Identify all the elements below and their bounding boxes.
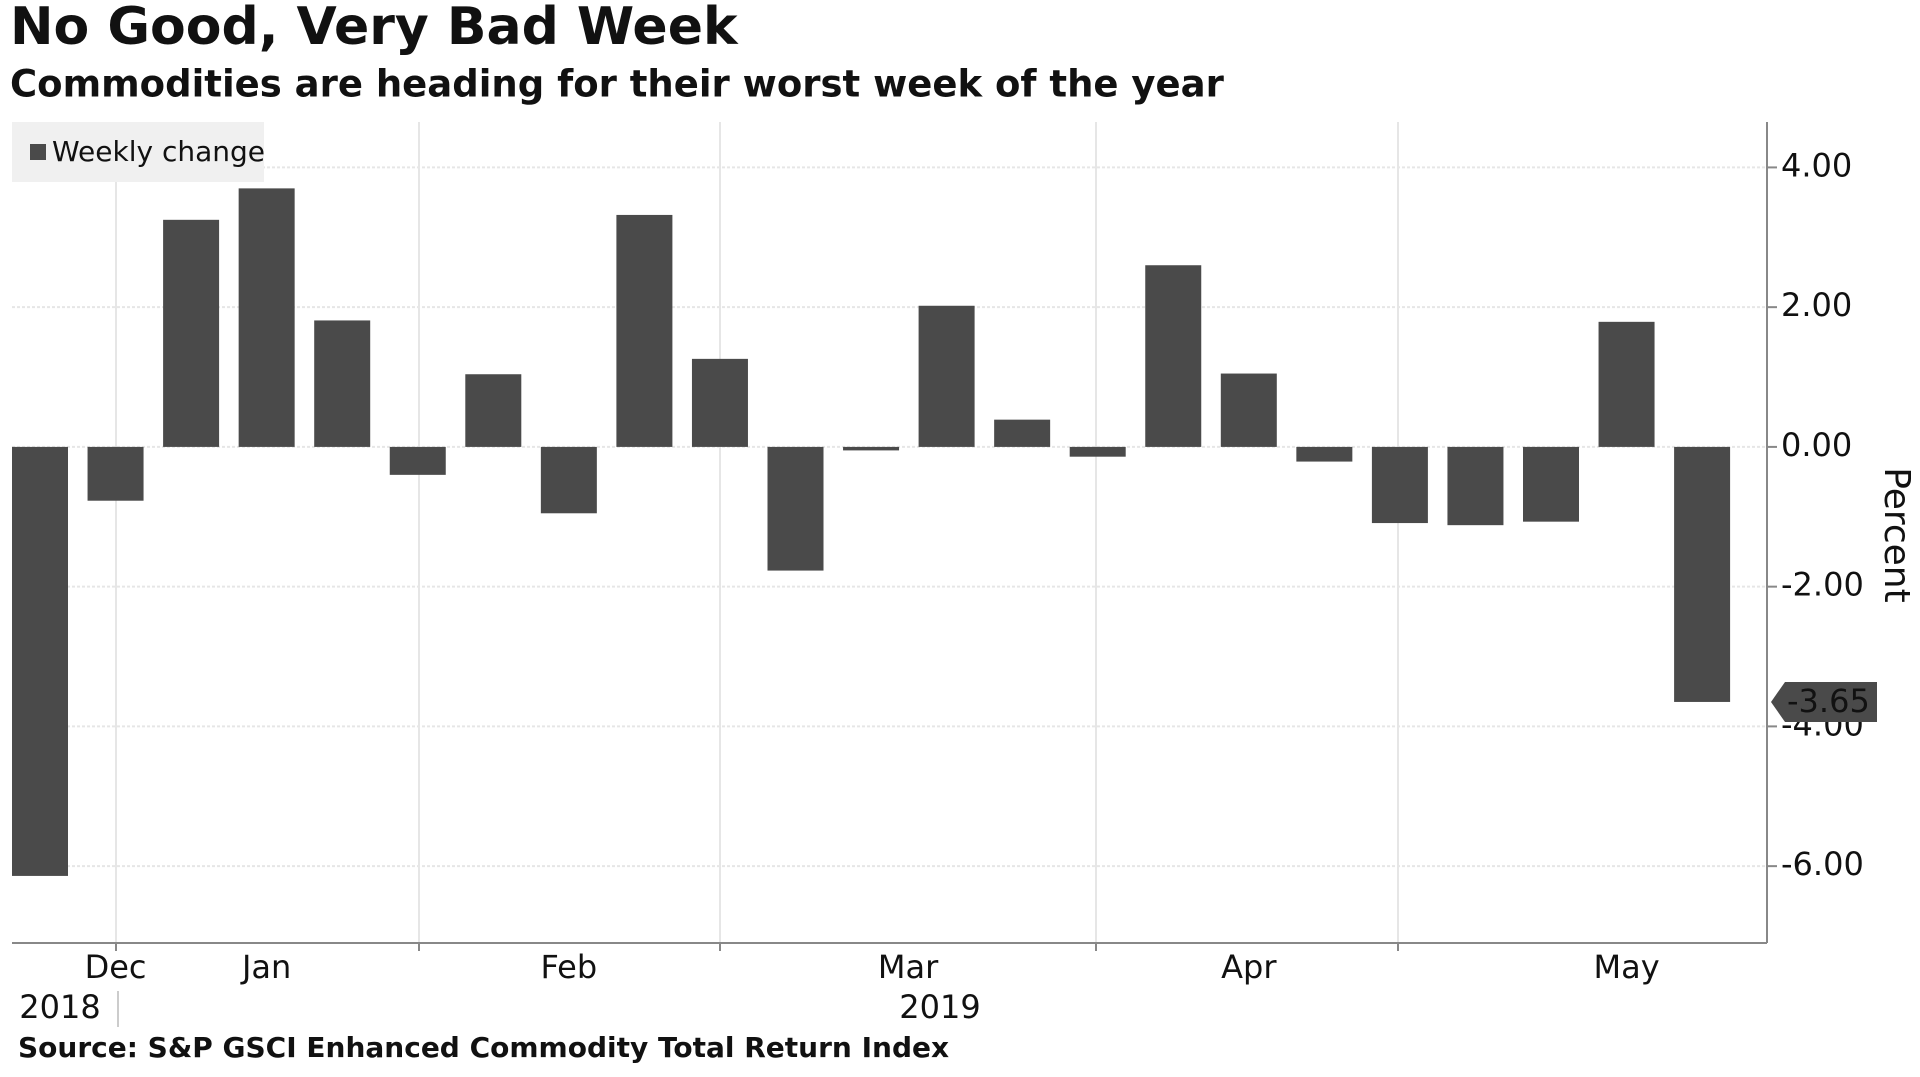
bar [1523,446,1579,522]
y-tick-label: 2.00 [1781,286,1852,324]
bar [389,446,446,475]
bar [843,446,900,451]
y-tick-label: 4.00 [1781,146,1852,184]
chart-title: No Good, Very Bad Week [10,0,739,57]
x-tick-label: Mar [878,948,939,986]
bar [238,188,295,447]
bar [1371,446,1428,524]
bar [918,305,975,447]
bar [314,320,371,447]
x-tick-label: Jan [240,948,291,986]
last-value-label: -3.65 [1787,682,1870,720]
bar [12,446,68,876]
x-tick-label: May [1593,948,1659,986]
x-tick-label: Dec [85,948,147,986]
bar [1220,373,1277,447]
source: Source: S&P GSCI Enhanced Commodity Tota… [18,1031,949,1064]
x-year-label: 2019 [899,988,980,1026]
bar [1069,446,1126,457]
y-tick-label: 0.00 [1781,426,1852,464]
x-tick-label: Feb [541,948,598,986]
bar [691,358,748,447]
legend-label: Weekly change [52,135,265,168]
x-year-label: 2018 [19,988,100,1026]
bar [994,419,1051,447]
x-tick-label: Apr [1221,948,1277,986]
legend-swatch [30,144,46,160]
bar [1598,321,1655,447]
bar [1674,446,1731,702]
bar [540,446,597,514]
bar [767,446,824,571]
chart-subtitle: Commodities are heading for their worst … [10,63,1225,106]
y-tick-label: -2.00 [1781,566,1864,604]
last-value-tag [1771,681,1877,722]
bar [163,219,220,447]
bar [465,374,522,447]
y-tick-label: -6.00 [1781,845,1864,883]
y-axis-label: Percent [1876,467,1917,602]
bar [87,446,144,501]
bar [1447,446,1504,526]
bar [616,214,673,447]
legend-box [12,122,264,182]
bar [1296,446,1353,462]
bar [1145,265,1202,447]
